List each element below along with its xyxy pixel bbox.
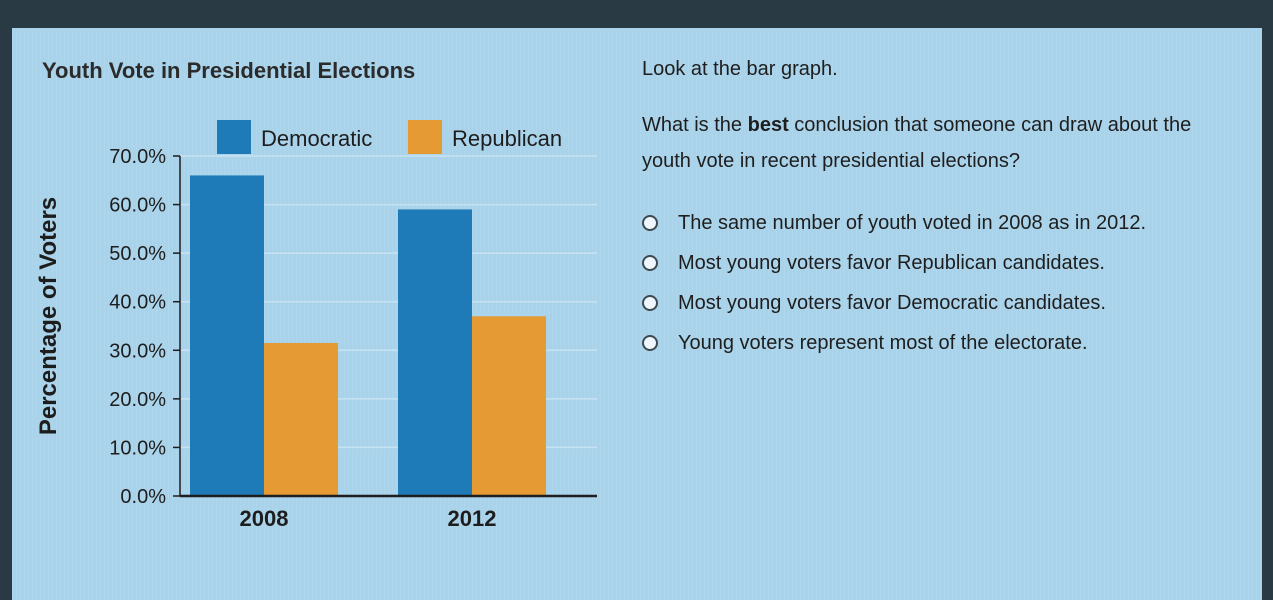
y-tick-label: 10.0%	[109, 437, 166, 459]
y-tick-label: 40.0%	[109, 292, 166, 314]
answer-options: The same number of youth voted in 2008 a…	[642, 203, 1242, 363]
legend-label-republican: Republican	[452, 126, 562, 151]
bar-republican-2008	[264, 343, 338, 496]
answer-option-2[interactable]: Most young voters favor Republican candi…	[642, 243, 1242, 283]
answer-option-3[interactable]: Most young voters favor Democratic candi…	[642, 283, 1242, 323]
bar-chart: 0.0% 10.0% 20.0% 30.0% 40.0% 50.0% 60.0% 70.0% P…	[35, 120, 597, 531]
answer-option-label: Young voters represent most of the elect…	[678, 331, 1088, 354]
y-tick-label: 50.0%	[109, 243, 166, 265]
bar-republican-2012	[472, 316, 546, 496]
answer-option-label: Most young voters favor Republican candi…	[678, 251, 1105, 274]
answer-option-1[interactable]: The same number of youth voted in 2008 a…	[642, 203, 1242, 243]
y-tick-label: 70.0%	[109, 146, 166, 168]
y-axis-label: Percentage of Voters	[35, 197, 62, 435]
radio-button-icon[interactable]	[642, 255, 658, 271]
question-text-start: What is the	[642, 114, 748, 136]
radio-button-icon[interactable]	[642, 335, 658, 351]
screen: Youth Vote in Presidential Elections 0.0…	[12, 28, 1262, 600]
radio-button-icon[interactable]	[642, 295, 658, 311]
answer-option-label: The same number of youth voted in 2008 a…	[678, 211, 1147, 234]
question-panel: Look at the bar graph. What is the best …	[642, 58, 1242, 363]
legend-swatch-republican	[408, 120, 442, 154]
bar-democratic-2012	[398, 209, 472, 496]
question-text-emphasis: best	[747, 114, 789, 136]
x-category-label: 2012	[448, 506, 497, 531]
x-category-label: 2008	[240, 506, 289, 531]
y-tick-label: 20.0%	[109, 389, 166, 411]
legend-swatch-democratic	[217, 120, 251, 154]
y-tick-label: 60.0%	[109, 195, 166, 217]
radio-button-icon[interactable]	[642, 215, 658, 231]
question-intro: Look at the bar graph.	[642, 58, 838, 80]
y-tick-label: 30.0%	[109, 340, 166, 362]
bar-democratic-2008	[190, 175, 264, 496]
answer-option-4[interactable]: Young voters represent most of the elect…	[642, 323, 1242, 363]
question-text-end: conclusion that someone can draw about t…	[642, 114, 1192, 172]
answer-option-label: Most young voters favor Democratic candi…	[678, 291, 1106, 314]
question-text: What is the best conclusion that someone…	[642, 107, 1242, 179]
legend-label-democratic: Democratic	[261, 126, 372, 151]
chart-title: Youth Vote in Presidential Elections	[42, 58, 416, 83]
y-tick-label: 0.0%	[120, 486, 166, 508]
